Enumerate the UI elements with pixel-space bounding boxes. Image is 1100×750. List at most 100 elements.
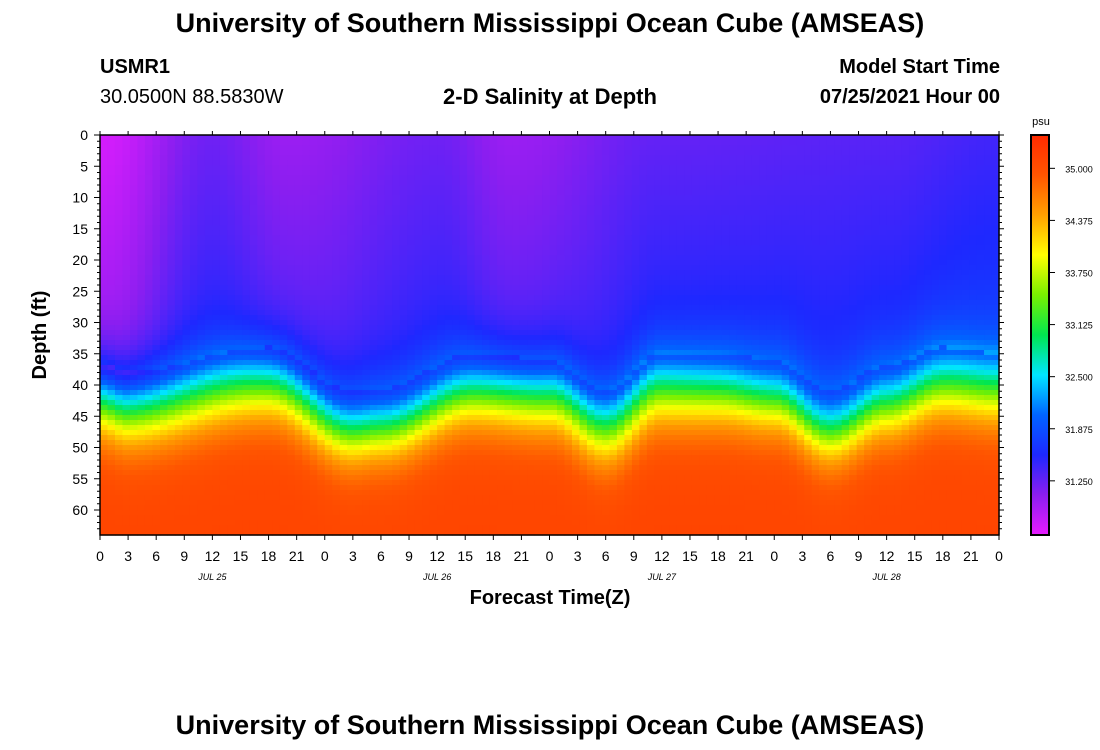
heatmap-cell xyxy=(182,195,191,201)
heatmap-cell xyxy=(302,220,311,226)
heatmap-cell xyxy=(504,450,513,456)
heatmap-cell xyxy=(242,150,251,156)
heatmap-cell xyxy=(197,425,206,431)
heatmap-cell xyxy=(264,500,273,506)
heatmap-cell xyxy=(100,235,109,241)
heatmap-cell xyxy=(459,365,468,371)
heatmap-cell xyxy=(137,185,146,191)
heatmap-cell xyxy=(444,175,453,181)
heatmap-cell xyxy=(309,355,318,361)
heatmap-cell xyxy=(257,270,266,276)
heatmap-cell xyxy=(369,355,378,361)
heatmap-cell xyxy=(204,455,213,461)
heatmap-cell xyxy=(369,195,378,201)
heatmap-cell xyxy=(219,175,228,181)
heatmap-cell xyxy=(309,285,318,291)
heatmap-cell xyxy=(219,245,228,251)
heatmap-cell xyxy=(489,245,498,251)
heatmap-cell xyxy=(542,230,551,236)
heatmap-cell xyxy=(527,335,536,341)
heatmap-cell xyxy=(534,500,543,506)
heatmap-cell xyxy=(189,170,198,176)
heatmap-cell xyxy=(129,470,139,476)
heatmap-cell xyxy=(497,320,506,326)
heatmap-cell xyxy=(279,190,288,196)
heatmap-cell xyxy=(489,135,498,141)
heatmap-cell xyxy=(504,270,513,276)
heatmap-cell xyxy=(504,330,513,336)
heatmap-cell xyxy=(414,255,423,261)
heatmap-cell xyxy=(272,290,281,296)
heatmap-cell xyxy=(152,485,161,491)
heatmap-cell xyxy=(512,165,521,171)
heatmap-cell xyxy=(227,500,236,506)
heatmap-cell xyxy=(204,175,213,181)
heatmap-cell xyxy=(556,345,566,351)
heatmap-cell xyxy=(182,320,191,326)
heatmap-cell xyxy=(219,335,228,341)
heatmap-cell xyxy=(122,380,131,386)
heatmap-cell xyxy=(422,285,431,291)
heatmap-cell xyxy=(152,300,161,306)
heatmap-cell xyxy=(302,150,311,156)
heatmap-cell xyxy=(504,245,513,251)
heatmap-cell xyxy=(182,450,191,456)
heatmap-cell xyxy=(534,515,543,521)
heatmap-cell xyxy=(242,380,251,386)
heatmap-cell xyxy=(369,140,378,146)
heatmap-cell xyxy=(182,340,191,346)
heatmap-cell xyxy=(137,515,146,521)
heatmap-cell xyxy=(414,435,423,441)
heatmap-cell xyxy=(152,265,161,271)
heatmap-cell xyxy=(542,210,551,216)
heatmap-cell xyxy=(234,215,243,221)
heatmap-cell xyxy=(437,465,446,471)
heatmap-cell xyxy=(234,365,243,371)
heatmap-cell xyxy=(369,445,378,451)
heatmap-cell xyxy=(159,480,169,486)
heatmap-cell xyxy=(272,395,281,401)
heatmap-cell xyxy=(354,445,363,451)
heatmap-cell xyxy=(159,475,169,481)
heatmap-cell xyxy=(219,440,228,446)
heatmap-cell xyxy=(474,505,483,511)
heatmap-cell xyxy=(182,250,191,256)
heatmap-cell xyxy=(347,155,356,161)
heatmap-cell xyxy=(144,315,154,321)
heatmap-cell xyxy=(264,405,273,411)
heatmap-cell xyxy=(152,400,161,406)
heatmap-cell xyxy=(519,480,528,486)
heatmap-cell xyxy=(317,150,326,156)
heatmap-cell xyxy=(384,480,393,486)
heatmap-cell xyxy=(189,530,198,536)
heatmap-cell xyxy=(519,225,528,231)
heatmap-cell xyxy=(339,490,348,496)
heatmap-cell xyxy=(174,330,184,336)
heatmap-cell xyxy=(422,445,431,451)
heatmap-cell xyxy=(542,270,551,276)
heatmap-cell xyxy=(452,135,461,141)
heatmap-cell xyxy=(234,340,243,346)
heatmap-cell xyxy=(407,480,416,486)
heatmap-cell xyxy=(542,215,551,221)
heatmap-cell xyxy=(167,280,176,286)
heatmap-cell xyxy=(556,225,566,231)
heatmap-cell xyxy=(392,260,401,266)
heatmap-cell xyxy=(377,280,386,286)
heatmap-cell xyxy=(212,510,221,516)
heatmap-cell xyxy=(227,255,236,261)
heatmap-cell xyxy=(129,365,139,371)
heatmap-cell xyxy=(549,455,558,461)
heatmap-cell xyxy=(549,520,558,526)
heatmap-cell xyxy=(459,320,468,326)
heatmap-cell xyxy=(287,440,296,446)
heatmap-cell xyxy=(482,145,491,151)
heatmap-cell xyxy=(287,450,296,456)
heatmap-cell xyxy=(279,195,288,201)
heatmap-cell xyxy=(257,510,266,516)
heatmap-cell xyxy=(399,515,408,521)
heatmap-cell xyxy=(534,240,543,246)
heatmap-cell xyxy=(467,270,476,276)
heatmap-cell xyxy=(114,150,124,156)
heatmap-cell xyxy=(287,165,296,171)
